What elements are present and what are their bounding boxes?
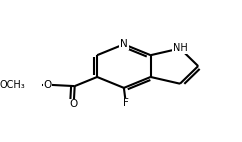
Text: O: O (69, 99, 78, 109)
Text: NH: NH (173, 43, 187, 53)
Text: O: O (43, 80, 52, 90)
Text: F: F (123, 98, 129, 108)
Text: OCH₃: OCH₃ (0, 80, 25, 90)
Text: N: N (120, 39, 128, 49)
